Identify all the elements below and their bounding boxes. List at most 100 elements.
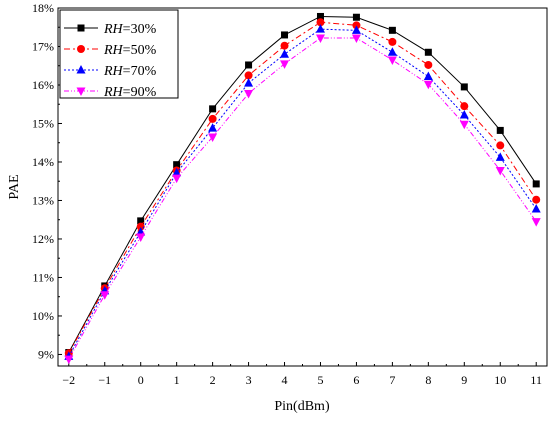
x-tick-label: 1 [174,373,180,387]
x-tick-label: 2 [210,373,216,387]
data-point [208,133,218,142]
data-point [173,161,181,169]
legend-label: RH=90% [103,85,157,100]
y-axis-ticks: 9% 10% 11% 12% 13% 14% 15% 16% 17% 18% [32,1,62,361]
data-point [208,123,218,132]
y-tick-label: 9% [38,347,54,361]
x-tick-label: 6 [353,373,359,387]
x-tick-label: −2 [62,373,75,387]
y-tick-label: 12% [32,232,54,246]
x-tick-label: 5 [317,373,323,387]
x-axis-title: Pin(dBm) [274,399,330,414]
data-point [495,166,505,176]
data-point [388,26,396,34]
data-point [424,48,432,56]
data-point [208,114,217,123]
legend-label-italic: RH [103,43,124,58]
data-point [387,56,397,65]
data-point [532,180,540,188]
y-tick-label: 14% [32,155,54,169]
series-layer [64,12,541,365]
data-point [351,34,361,44]
data-point [100,291,110,300]
data-point [280,41,289,50]
data-point [351,25,361,34]
x-tick-label: 10 [494,373,506,387]
data-point [352,21,361,30]
data-point [460,102,469,111]
y-tick-label: 15% [32,116,54,130]
data-point [423,71,433,81]
legend-label-value: =30% [123,22,157,37]
data-point [352,13,360,21]
data-point [136,222,145,231]
data-point [459,120,469,130]
data-point [388,37,397,46]
legend-label-italic: RH [103,22,124,37]
y-tick-label: 13% [32,193,54,207]
y-tick-label: 10% [32,309,54,323]
data-point [172,167,182,177]
x-tick-label: 0 [138,373,144,387]
y-axis-title: PAE [7,174,22,199]
y-tick-label: 11% [32,270,54,284]
legend-label: RH=30% [103,22,157,37]
data-point [460,83,468,91]
data-point [172,174,182,184]
x-tick-label: 7 [389,373,395,387]
data-point [532,195,541,204]
data-point [387,47,397,56]
data-point [315,24,325,33]
legend-label: RH=50% [103,43,157,58]
y-tick-label: 17% [32,39,54,53]
legend: RH=30%RH=50%RH=70%RH=90% [59,9,179,100]
data-point [137,217,145,225]
x-tick-label: 11 [530,373,542,387]
data-point [459,110,469,119]
data-point [531,218,541,227]
y-tick-label: 16% [32,78,54,92]
x-tick-label: 9 [461,373,467,387]
data-point [244,78,254,87]
x-tick-label: 4 [282,373,288,387]
data-point [531,203,541,213]
data-point [315,34,325,44]
legend-label: RH=70% [103,64,157,79]
legend-marker [76,87,86,96]
data-point [280,49,290,58]
x-axis-ticks: −2 −1 0 1 2 3 4 5 6 7 8 9 10 11 [62,362,542,387]
data-point [316,12,324,20]
data-point [496,141,505,150]
legend-marker [77,24,85,32]
data-point [245,61,253,69]
data-point [281,31,289,39]
data-point [495,152,505,161]
series-2 [64,18,541,358]
data-point [316,18,325,27]
data-point [136,233,146,243]
series-line [68,15,537,353]
legend-marker [76,65,86,74]
series-line [68,37,537,360]
data-point [424,60,433,69]
legend-marker [77,45,85,53]
data-point [64,355,74,365]
data-point [244,71,253,80]
data-point [496,126,504,134]
y-tick-label: 18% [32,1,54,15]
legend-label-italic: RH [103,64,124,79]
data-point [244,89,254,99]
data-point [209,105,217,113]
legend-label-value: =90% [123,85,157,100]
series-4 [64,34,541,365]
data-point [423,80,433,90]
legend-label-value: =50% [123,43,157,58]
series-line [68,21,537,354]
legend-label-italic: RH [103,85,124,100]
legend-label-value: =70% [123,64,157,79]
x-tick-label: −1 [98,373,111,387]
data-point [280,60,290,69]
x-tick-label: 8 [425,373,431,387]
x-tick-label: 3 [246,373,252,387]
